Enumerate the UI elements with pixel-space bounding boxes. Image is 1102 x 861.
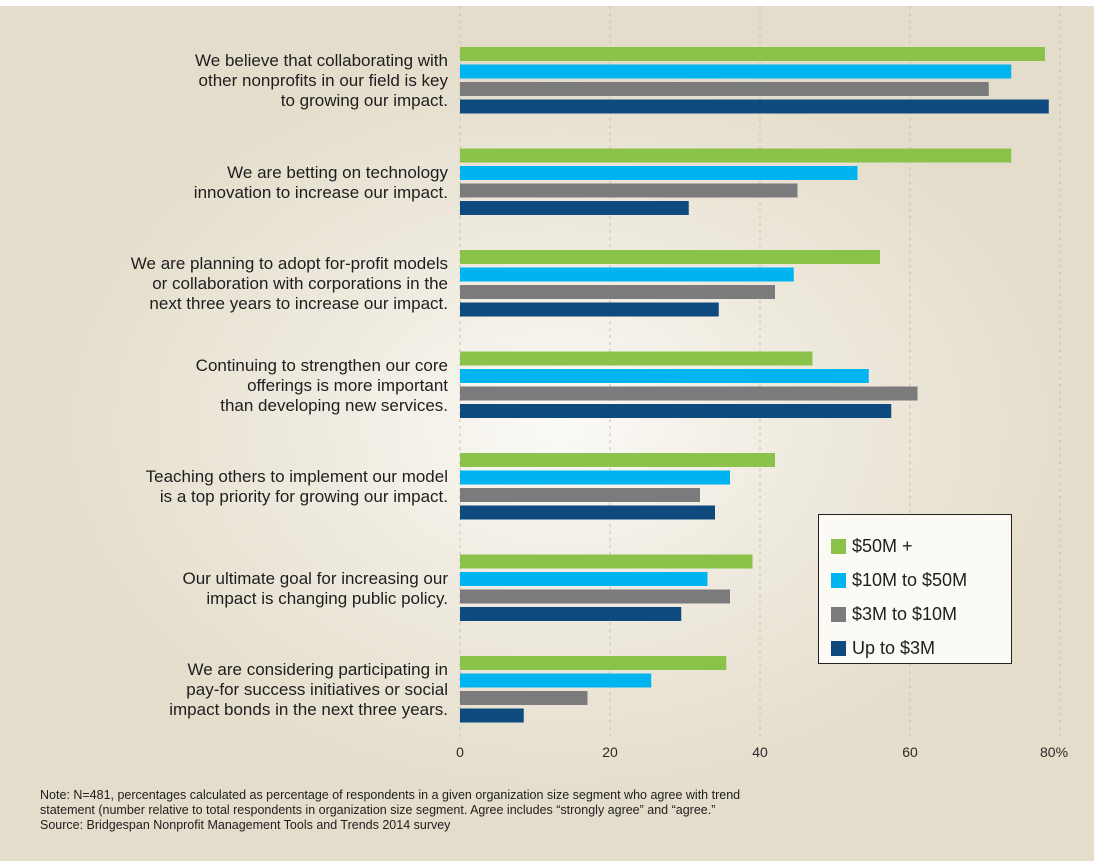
x-tick-label: 0 (456, 744, 464, 760)
note-line: Note: N=481, percentages calculated as p… (40, 788, 741, 802)
bar (460, 589, 730, 604)
bar (460, 64, 1012, 79)
x-axis-ticks: 0 20 40 60 80% (456, 744, 1068, 760)
bar (460, 250, 880, 264)
bar (460, 183, 798, 198)
bar (460, 285, 775, 299)
bar (460, 572, 708, 586)
category-label: We are considering participating in pay-… (169, 660, 448, 720)
legend-swatch (831, 538, 846, 554)
legend-item: Up to $3M (831, 631, 1011, 665)
bar (460, 673, 652, 688)
bar (460, 505, 715, 520)
bar (460, 82, 989, 96)
legend-item: $3M to $10M (831, 597, 1011, 631)
legend-swatch (831, 606, 846, 622)
bar (460, 148, 1012, 163)
legend-label: $50M + (852, 535, 913, 556)
x-tick-label: 60 (902, 744, 918, 760)
x-tick-label: 80% (1040, 744, 1068, 760)
bar (460, 554, 753, 569)
bar (460, 404, 892, 418)
x-tick-label: 40 (752, 744, 768, 760)
bar (460, 488, 700, 502)
bar (460, 656, 727, 670)
category-label: We are planning to adopt for-profit mode… (130, 254, 448, 314)
bar (460, 453, 775, 467)
legend-swatch (831, 572, 846, 588)
category-label: Continuing to strengthen our core offeri… (195, 355, 448, 415)
bar (460, 386, 918, 401)
bars (460, 47, 1049, 723)
bar (460, 47, 1045, 61)
bar (460, 369, 869, 383)
legend-swatch (831, 640, 846, 656)
bar (460, 607, 682, 621)
source-line: Source: Bridgespan Nonprofit Management … (40, 818, 451, 832)
category-label: Teaching others to implement our model i… (145, 467, 448, 507)
legend-label: Up to $3M (852, 637, 936, 658)
note-line: statement (number relative to total resp… (40, 803, 716, 817)
category-label: We are betting on technology innovation … (193, 162, 448, 202)
category-label: We believe that collaborating with other… (195, 51, 448, 111)
bar (460, 99, 1049, 114)
bar (460, 302, 719, 317)
legend-item: $50M + (831, 529, 1011, 563)
bar (460, 201, 689, 215)
bar (460, 166, 858, 180)
legend: $50M + $10M to $50M $3M to $10M Up to $3… (818, 514, 1012, 664)
legend-item: $10M to $50M (831, 563, 1011, 597)
bar (460, 267, 794, 282)
bar (460, 691, 588, 705)
bar (460, 470, 730, 485)
legend-label: $10M to $50M (852, 569, 968, 590)
bar (460, 351, 813, 366)
category-label: Our ultimate goal for increasing our imp… (182, 568, 448, 608)
chart-note: Note: N=481, percentages calculated as p… (40, 788, 1080, 833)
x-tick-label: 20 (602, 744, 618, 760)
legend-label: $3M to $10M (852, 603, 958, 624)
bar (460, 708, 524, 723)
